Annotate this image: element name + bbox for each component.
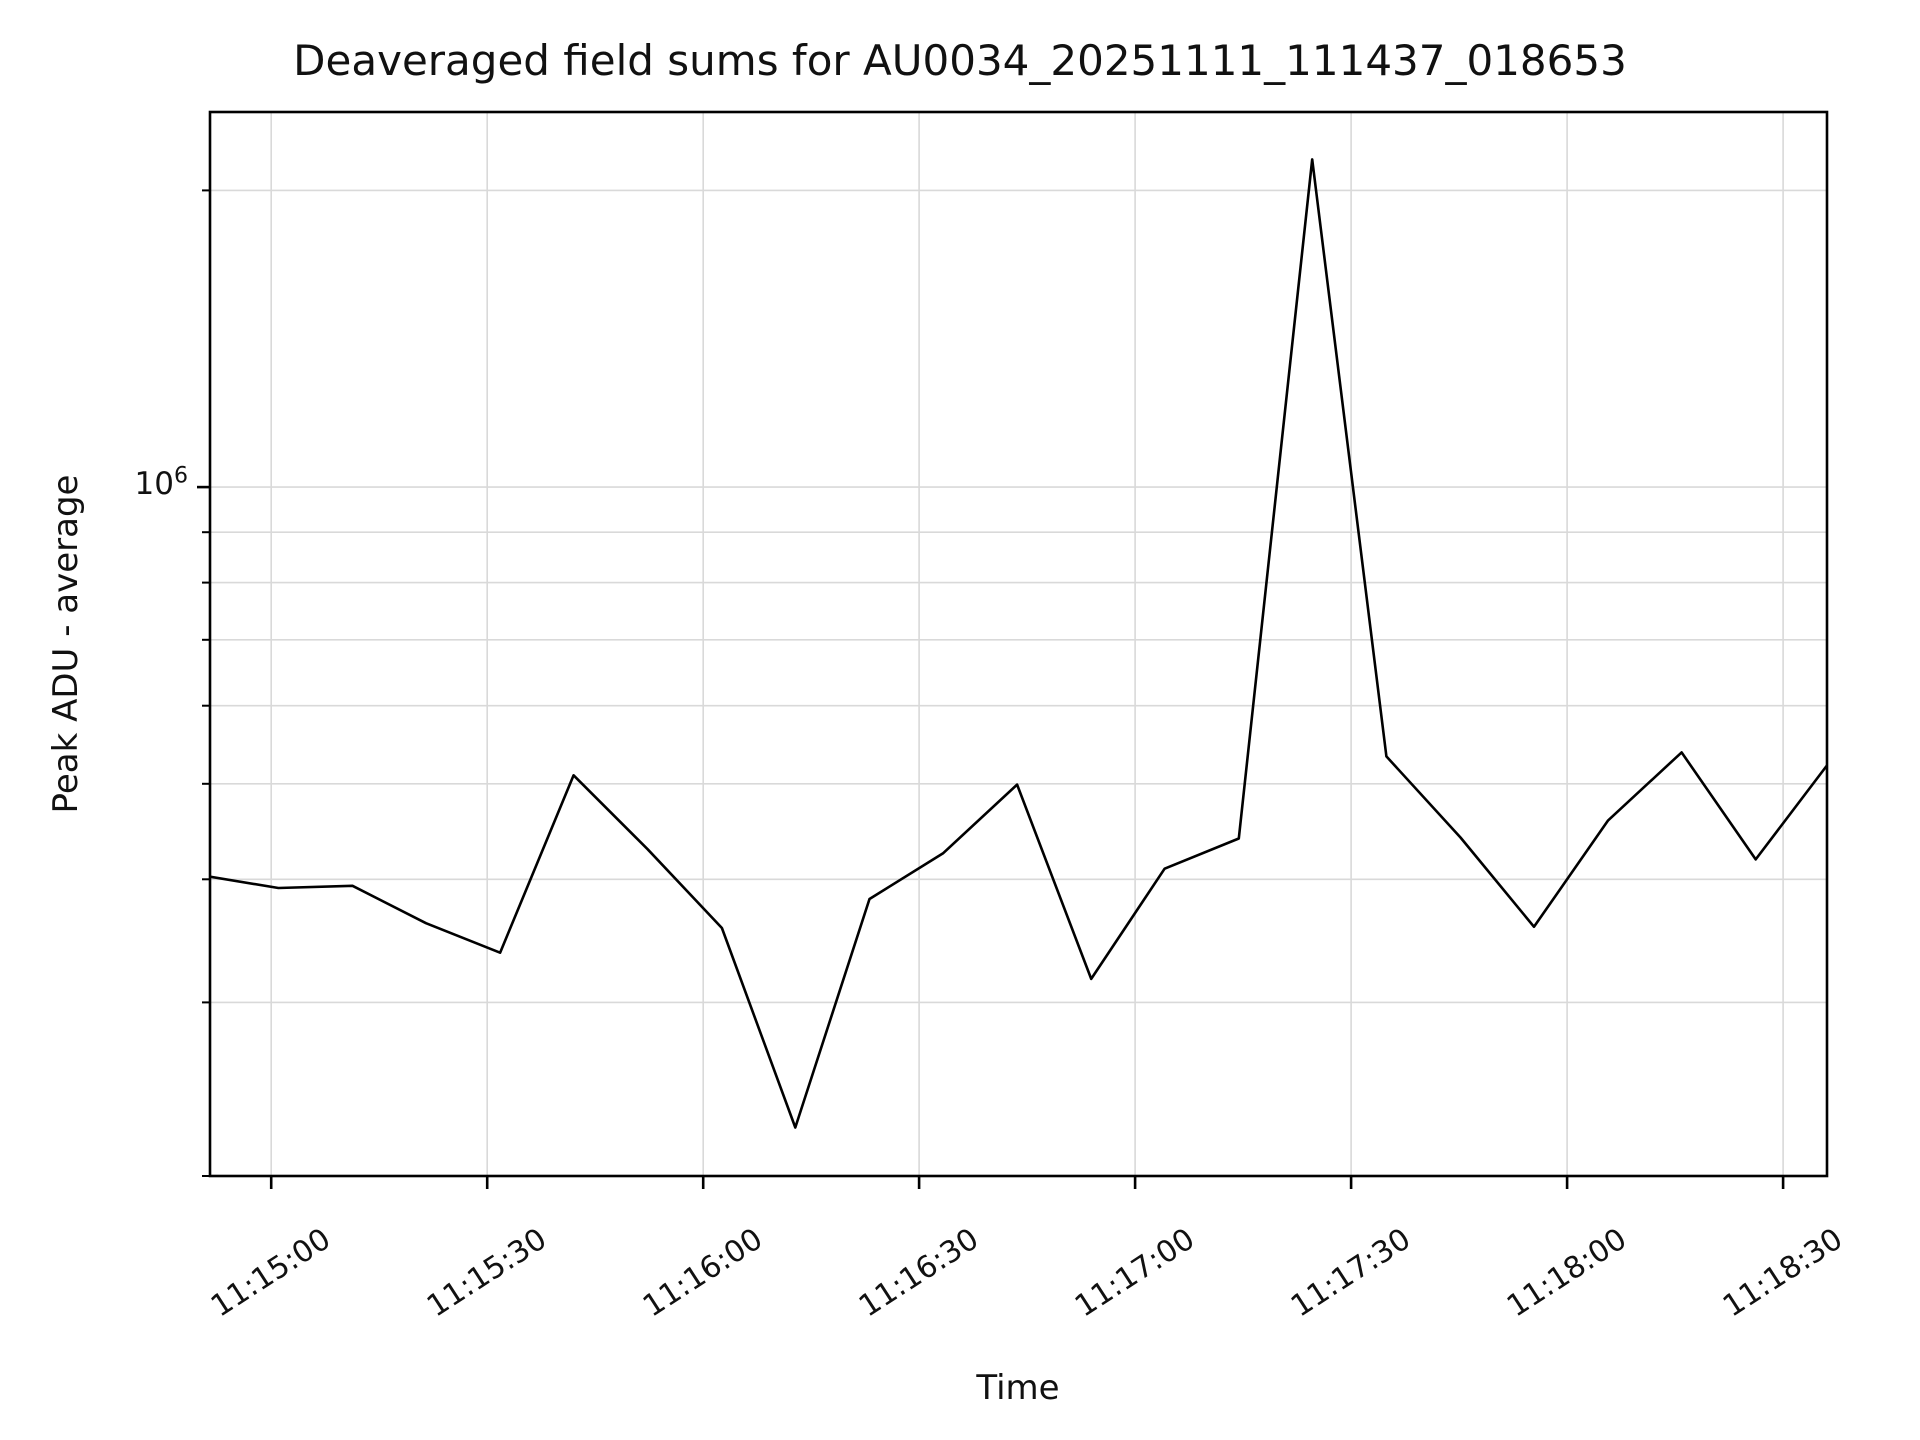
data-line [210, 158, 1827, 1129]
x-axis-label: Time [976, 1368, 1060, 1408]
y-axis-label: Peak ADU - average [46, 474, 86, 814]
chart-title: Deaveraged field sums for AU0034_2025111… [293, 36, 1627, 85]
y-tick-exponent: 6 [174, 463, 188, 489]
axes-spines [208, 110, 1829, 1178]
y-tick-base: 10 [134, 466, 174, 502]
y-axis-major-tick-label: 106 [100, 464, 188, 504]
